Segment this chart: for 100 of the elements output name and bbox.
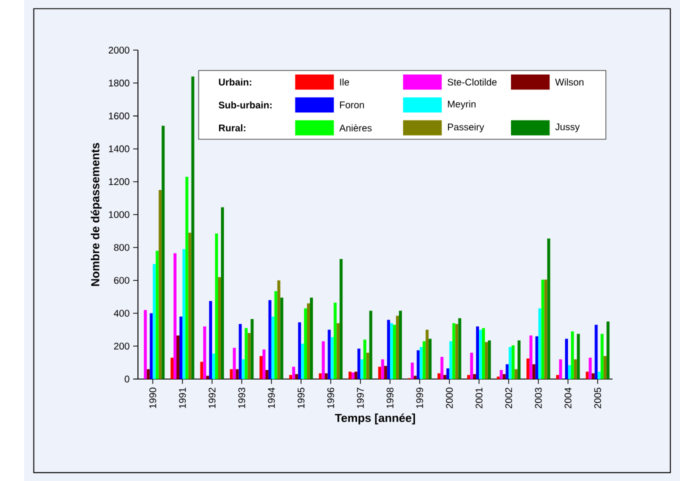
bar: [396, 316, 399, 379]
bar: [606, 321, 610, 379]
bar: [265, 370, 268, 379]
bar: [156, 250, 159, 379]
bar: [559, 359, 562, 379]
bar: [426, 330, 429, 379]
bar: [443, 374, 446, 379]
x-tick-label: 1996: [327, 388, 334, 408]
y-tick-label: 1000: [108, 211, 130, 218]
bar: [390, 323, 394, 379]
bar: [512, 345, 515, 379]
legend-label: Passeiry: [448, 123, 484, 132]
annotation: Sub-urbain:: [218, 101, 272, 108]
bar: [452, 323, 456, 379]
bar: [594, 324, 598, 379]
bar: [212, 353, 216, 379]
bar: [592, 373, 595, 379]
bar: [366, 352, 370, 379]
bar: [360, 359, 364, 379]
bar: [215, 233, 218, 379]
x-tick-label: 2003: [534, 388, 542, 408]
bar: [298, 322, 302, 379]
bar: [422, 341, 426, 379]
bar: [244, 328, 248, 379]
bar: [271, 316, 274, 379]
bar: [330, 336, 334, 379]
x-tick-label: 1994: [268, 387, 275, 408]
bar: [146, 369, 150, 379]
bar: [488, 340, 491, 379]
x-tick-label: 1998: [386, 388, 394, 408]
bar: [176, 335, 180, 379]
bar: [179, 316, 182, 379]
bar: [449, 341, 452, 379]
legend-label: Jussy: [555, 123, 580, 132]
bar: [191, 76, 194, 379]
x-tick-label: 2001: [476, 388, 482, 408]
y-tick-label: 600: [114, 276, 130, 284]
legend-label: Meyrin: [448, 100, 476, 110]
bar: [576, 334, 580, 379]
bar: [541, 279, 544, 379]
x-tick-label: 2004: [564, 387, 572, 408]
bar: [476, 326, 480, 379]
bar: [387, 320, 390, 379]
x-tick-label: 2005: [594, 388, 602, 408]
y-tick-label: 1600: [108, 112, 130, 120]
bar: [277, 280, 280, 379]
bar: [340, 258, 343, 379]
bar: [420, 346, 423, 379]
bar: [232, 348, 236, 379]
bar: [357, 348, 360, 379]
bar: [526, 358, 530, 379]
bar: [416, 350, 420, 379]
bar: [574, 359, 577, 379]
bar: [318, 373, 322, 379]
bar: [381, 359, 384, 379]
bar: [188, 232, 192, 379]
y-tick-label: 200: [114, 342, 130, 350]
bar: [144, 310, 147, 379]
legend-label: Wilson: [555, 78, 584, 86]
bar: [304, 308, 307, 379]
x-tick-label: 1990: [149, 388, 156, 408]
bar: [174, 253, 176, 379]
bar: [604, 356, 607, 379]
bar: [322, 341, 325, 379]
y-tick-label: 2000: [108, 46, 130, 54]
bar: [351, 372, 354, 379]
bar: [506, 364, 509, 379]
x-tick-label: 1991: [179, 388, 186, 408]
y-tick-label: 1200: [108, 178, 130, 185]
bar: [556, 374, 560, 379]
bar: [306, 303, 310, 379]
x-tick-label: 1999: [416, 388, 424, 408]
bar: [203, 326, 206, 379]
bar: [248, 332, 251, 379]
bar: [598, 372, 601, 379]
bar: [410, 362, 414, 379]
bar: [568, 364, 571, 379]
bar: [268, 300, 272, 379]
legend-label: Ste-Clotilde: [448, 78, 497, 86]
bar: [565, 338, 568, 379]
bar: [262, 349, 266, 379]
bar: [334, 302, 337, 379]
annotation: Rural:: [219, 124, 246, 132]
bar: [260, 356, 263, 379]
bar: [440, 356, 444, 379]
bar: [398, 310, 402, 379]
x-axis-title: Temps [année]: [334, 413, 415, 424]
bar: [336, 323, 340, 379]
bar: [479, 330, 482, 379]
bar: [200, 362, 204, 379]
bar: [514, 369, 518, 379]
bar: [185, 176, 188, 379]
bar: [532, 364, 536, 379]
x-tick-label: 2002: [505, 388, 512, 408]
bar: [301, 344, 304, 379]
legend-label: Ile: [340, 78, 350, 86]
bar: [295, 374, 298, 379]
bar: [209, 300, 212, 379]
y-axis-title: Nombre de dépassements: [90, 142, 102, 286]
y-tick-label: 1400: [108, 145, 130, 152]
